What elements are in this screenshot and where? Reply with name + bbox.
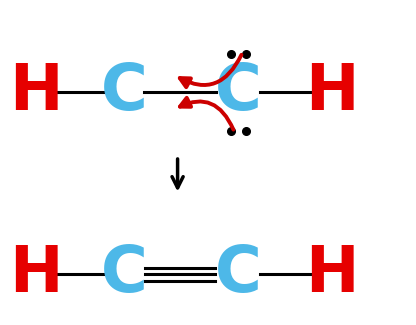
Text: H: H	[9, 243, 62, 305]
Text: C: C	[102, 243, 148, 305]
Text: C: C	[215, 61, 262, 123]
Text: C: C	[215, 243, 262, 305]
Text: C: C	[102, 61, 148, 123]
Text: H: H	[9, 61, 62, 123]
Text: H: H	[305, 243, 359, 305]
FancyArrowPatch shape	[180, 98, 233, 130]
Text: H: H	[305, 61, 359, 123]
FancyArrowPatch shape	[180, 55, 241, 87]
